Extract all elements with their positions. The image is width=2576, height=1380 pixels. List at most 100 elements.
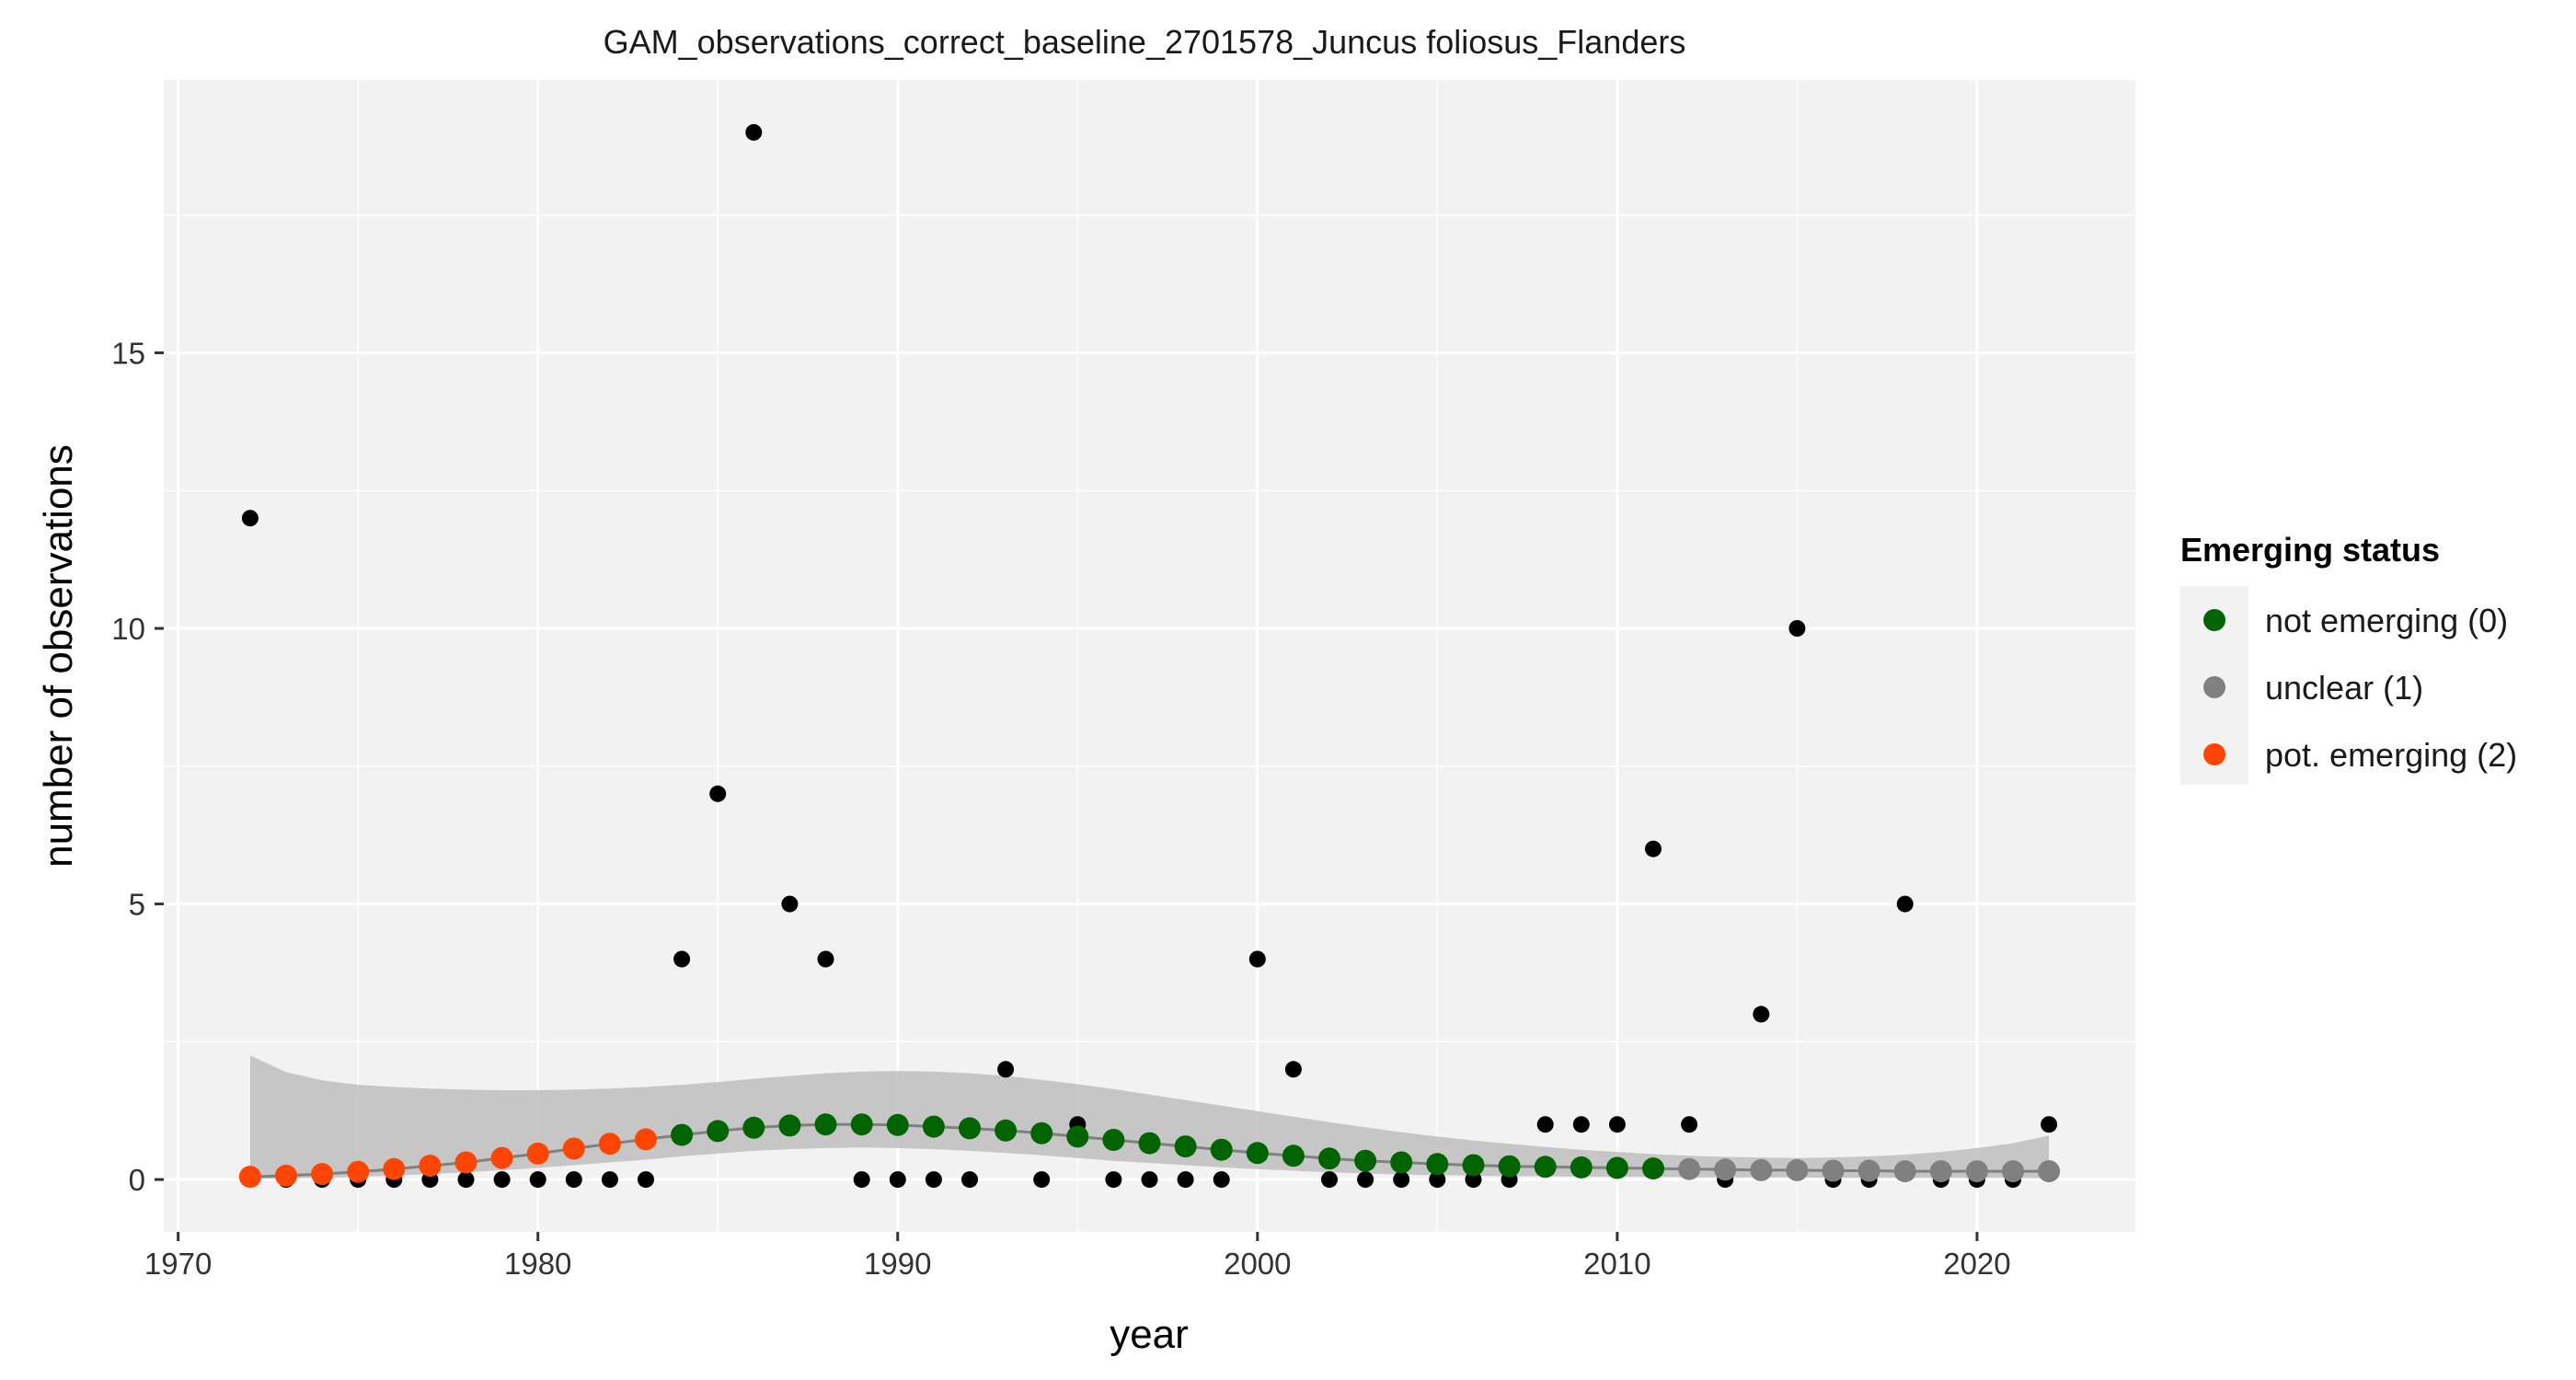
observation-point [1033,1171,1051,1189]
fitted-status-point [454,1151,477,1174]
fitted-status-point [383,1157,406,1180]
fitted-status-point [778,1114,801,1137]
minor-gridlines [164,80,2135,1232]
observation-point [781,895,799,913]
fitted-status-point [1246,1142,1269,1165]
fitted-status-point [347,1160,370,1183]
x-tick-label: 2010 [1583,1247,1650,1281]
fitted-status-point [1642,1157,1664,1180]
fitted-status-point [886,1113,909,1136]
legend-label: not emerging (0) [2265,602,2508,639]
fitted-status-point [1462,1154,1485,1177]
legend-label: pot. emerging (2) [2265,736,2517,774]
observation-point [601,1171,618,1189]
fitted-status-point [1354,1149,1377,1172]
fitted-status-point [419,1155,442,1178]
y-tick-label: 0 [129,1163,145,1197]
fitted-status-point [1282,1144,1305,1167]
fitted-status-point [311,1163,334,1186]
observation-point [1645,840,1662,857]
observation-point [493,1171,511,1189]
fitted-status-point [1138,1132,1161,1155]
fitted-status-point [1570,1156,1593,1179]
fitted-status-point [1929,1160,1952,1183]
x-tick-label: 1990 [864,1247,931,1281]
legend-key-1 [2203,676,2225,698]
fitted-status-point [1174,1135,1197,1158]
fitted-status-point [1498,1155,1521,1178]
fitted-status-point [1102,1129,1125,1151]
observation-point [2041,1116,2058,1133]
fitted-status-point [1714,1158,1737,1181]
observation-point [1321,1171,1338,1189]
observation-point [817,950,834,968]
observation-point [1753,1006,1770,1023]
legend-title: Emerging status [2180,531,2440,569]
observation-point [565,1171,582,1189]
y-tick-label: 5 [129,888,145,922]
observation-point [1608,1116,1626,1133]
observation-point [1572,1116,1590,1133]
confidence-band [249,1055,2050,1179]
fitted-status-point [562,1137,585,1160]
observation-point [997,1061,1015,1078]
observation-point [1141,1171,1158,1189]
fitted-status-point [526,1142,549,1165]
y-tick-label: 10 [111,612,145,646]
fitted-status-point [1318,1147,1340,1170]
observation-point [529,1171,546,1189]
x-axis-title: year [1110,1312,1189,1357]
fitted-status-point [742,1116,765,1139]
fitted-status-point [238,1166,261,1189]
fitted-status-point [1030,1121,1053,1144]
observation-point [1284,1061,1302,1078]
observation-point [457,1171,475,1189]
fitted-status-point [598,1133,621,1156]
observation-point [745,123,763,141]
fitted-status-point [707,1120,730,1143]
x-axis: 1970 1980 1990 2000 2010 2020 [144,1232,2011,1281]
fitted-status-point [490,1146,513,1169]
confidence-band-layer [249,1055,2050,1179]
fitted-status-point [671,1123,694,1146]
y-tick-label: 15 [111,337,145,371]
fitted-status-point [1426,1153,1449,1176]
fitted-status-point [2038,1160,2061,1183]
observation-point [961,1171,978,1189]
major-gridlines [164,80,2135,1232]
observation-point [1536,1116,1554,1133]
observation-point [1248,950,1266,968]
fitted-status-point [1066,1125,1089,1148]
fitted-status-point [995,1119,1018,1142]
fitted-status-point [1605,1156,1628,1179]
observation-point [673,950,691,968]
fitted-status-point [959,1117,981,1140]
x-tick-label: 1970 [144,1247,212,1281]
fitted-status-point [1678,1157,1701,1180]
plot-panel-background [164,80,2135,1232]
fitted-status-point [922,1115,945,1138]
x-tick-label: 1980 [504,1247,571,1281]
x-tick-label: 2000 [1224,1247,1291,1281]
fitted-status-point [635,1128,657,1151]
fitted-status-point [1390,1151,1413,1174]
observation-point [1213,1171,1230,1189]
observation-point [889,1171,906,1189]
chart-title: GAM_observations_correct_baseline_270157… [604,23,1686,61]
observation-point [1788,620,1806,637]
observation-point [853,1171,870,1189]
fitted-status-point [2002,1160,2024,1183]
legend: Emerging status not emerging (0) unclear … [2180,531,2517,785]
fitted-status-point [1786,1158,1809,1181]
observation-point [709,785,727,802]
fitted-status-point [1750,1158,1773,1181]
legend-key-0 [2203,609,2225,631]
fitted-status-points-layer [238,1113,2061,1189]
fitted-status-point [850,1113,873,1136]
observation-point [1896,895,1914,913]
fitted-status-point [1893,1160,1916,1183]
fitted-status-point [1822,1159,1845,1182]
observation-point [1393,1171,1410,1189]
observation-point [1681,1116,1698,1133]
